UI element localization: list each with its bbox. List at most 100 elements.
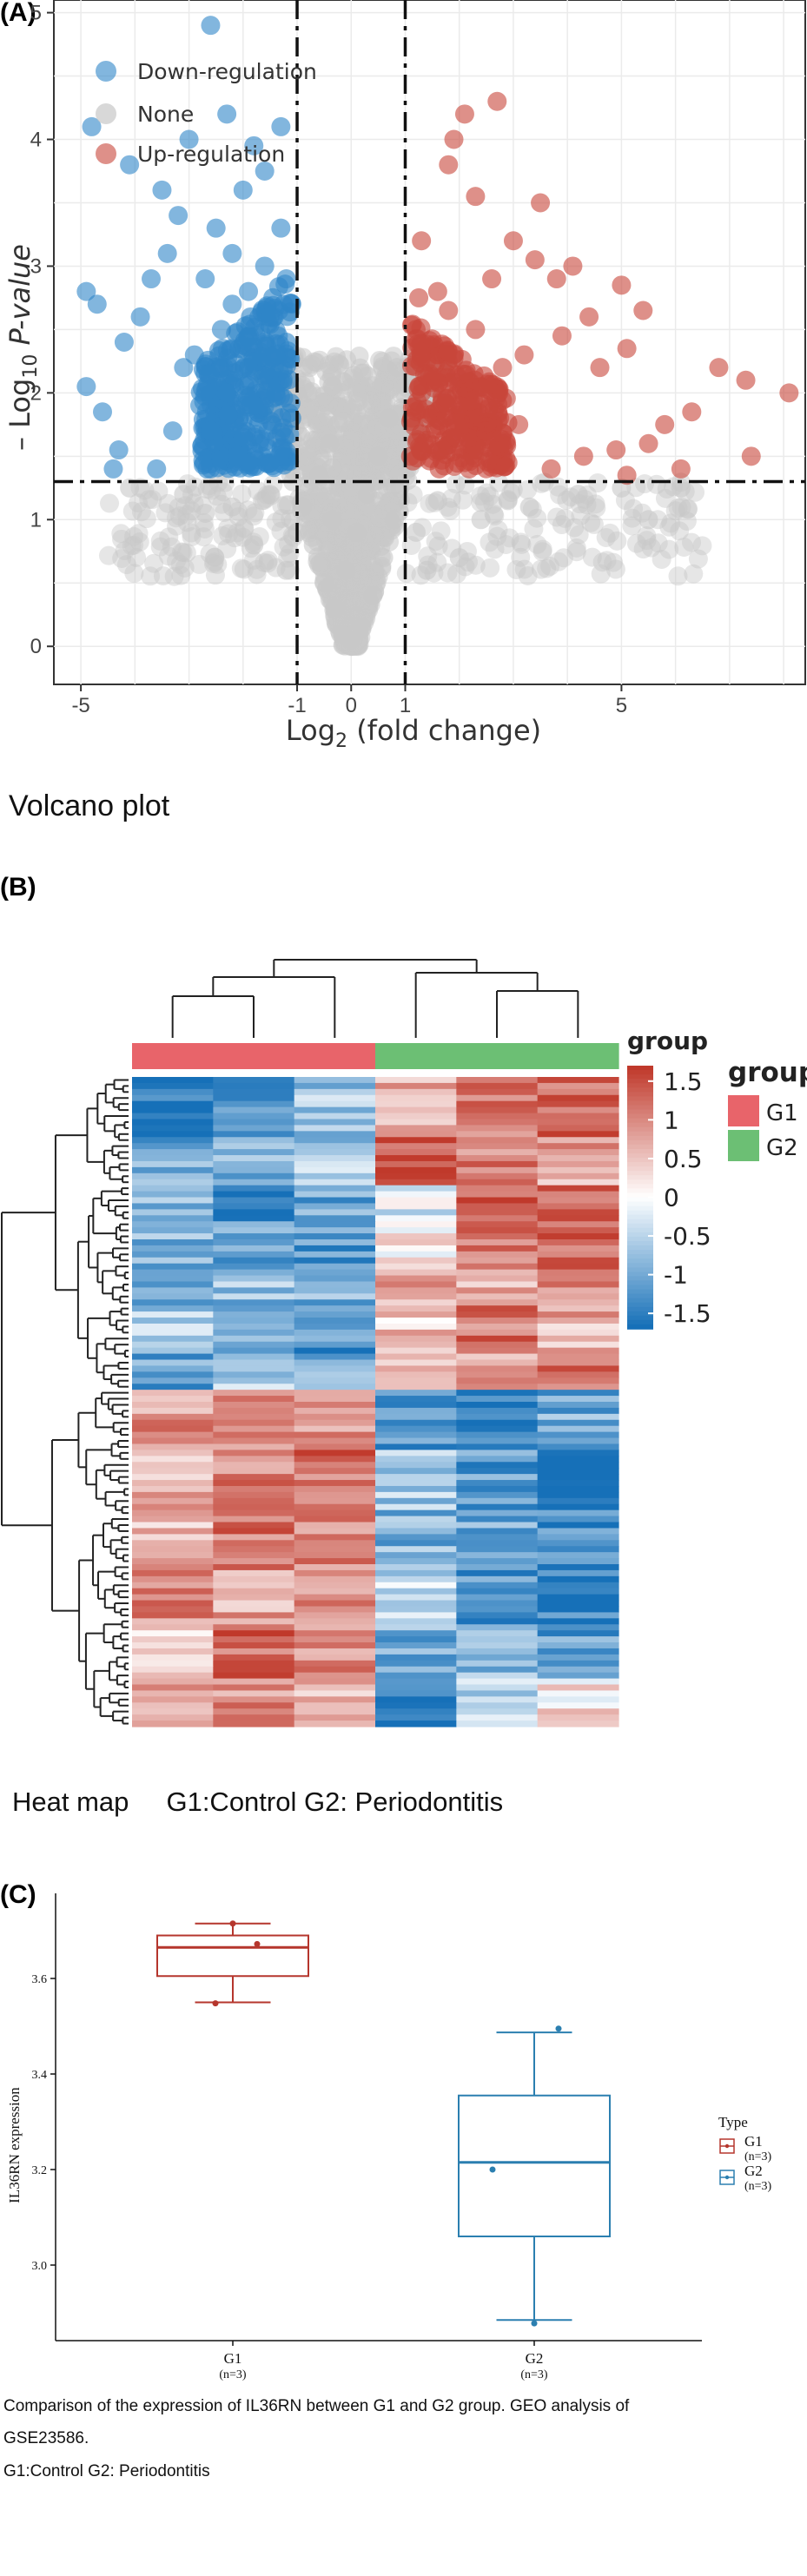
none-point: [303, 535, 323, 555]
scale-gradient-step: [627, 1162, 653, 1167]
heatmap-cell: [213, 1413, 295, 1421]
down-point: [162, 421, 182, 441]
heatmap-cell: [213, 1160, 295, 1168]
none-point: [159, 527, 179, 547]
down-point: [281, 393, 301, 413]
heatmap-cell: [294, 1516, 376, 1523]
heatmap-cell: [213, 1106, 295, 1114]
heatmap-cell: [537, 1318, 619, 1324]
heatmap-cell: [213, 1227, 295, 1234]
heatmap-cell: [456, 1528, 539, 1535]
heatmap-cell: [456, 1365, 539, 1372]
scale-tick-label: 1: [664, 1106, 679, 1134]
scale-gradient-step: [627, 1197, 653, 1203]
scale-tick-label: -0.5: [664, 1222, 711, 1251]
y-tick-label: 2: [30, 381, 42, 405]
heatmap-cell: [456, 1106, 539, 1114]
heatmap-cell: [132, 1287, 214, 1294]
heatmap-cell: [456, 1431, 539, 1439]
panel-label-b: (B): [0, 873, 36, 902]
up-point: [412, 383, 432, 403]
heatmap-cell: [375, 1390, 457, 1397]
heatmap-cell: [132, 1384, 214, 1390]
heatmap-cell: [132, 1648, 214, 1655]
heatmap-cell: [456, 1612, 539, 1619]
none-point: [334, 413, 354, 433]
heatmap-cell: [213, 1582, 295, 1589]
heatmap-cell: [456, 1468, 539, 1475]
heatmap-cell: [132, 1203, 214, 1210]
heatmap-cell: [375, 1353, 457, 1361]
heatmap-cell: [132, 1082, 214, 1090]
heatmap-cell: [132, 1113, 214, 1120]
heatmap-cell: [375, 1239, 457, 1246]
heatmap-cell: [375, 1100, 457, 1108]
heatmap-cell: [213, 1245, 295, 1252]
heatmap-cell: [213, 1257, 295, 1265]
heatmap-cell: [375, 1402, 457, 1409]
none-point: [471, 492, 491, 512]
scale-gradient-step: [627, 1201, 653, 1207]
heatmap-cell: [132, 1431, 214, 1439]
scale-gradient-step: [627, 1285, 653, 1291]
heatmap-cell: [294, 1540, 376, 1547]
up-point: [411, 342, 431, 362]
heatmap-cell: [537, 1624, 619, 1631]
heatmap-cell: [294, 1431, 376, 1439]
heatmap-cell: [456, 1269, 539, 1277]
down-point: [233, 180, 253, 200]
heatmap-cell: [456, 1390, 539, 1397]
up-point: [503, 231, 523, 251]
none-point: [438, 563, 458, 583]
none-point: [449, 548, 469, 568]
heatmap-cell: [213, 1575, 295, 1583]
none-point: [207, 486, 227, 506]
up-point: [444, 345, 464, 365]
heatmap-cell: [537, 1552, 619, 1559]
heatmap-cell: [213, 1329, 295, 1337]
down-point: [195, 269, 215, 289]
down-point: [239, 358, 259, 378]
heatmap-cell: [294, 1143, 376, 1150]
heatmap-cell: [294, 1582, 376, 1589]
heatmap-cell: [375, 1569, 457, 1577]
heatmap-cell: [537, 1082, 619, 1090]
none-point: [164, 566, 184, 586]
up-point: [471, 377, 491, 397]
heatmap-cell: [537, 1365, 619, 1372]
heatmap-cell: [294, 1197, 376, 1205]
heatmap-cell: [213, 1209, 295, 1216]
none-point: [374, 393, 394, 413]
up-point: [546, 269, 566, 289]
heatmap-cell: [456, 1425, 539, 1433]
none-point: [100, 493, 120, 513]
scale-gradient-step: [627, 1205, 653, 1212]
heatmap-cell: [456, 1166, 539, 1174]
none-point: [665, 501, 685, 521]
none-point: [129, 493, 149, 513]
heatmap-cell: [375, 1509, 457, 1517]
heatmap-cell: [213, 1485, 295, 1493]
volcano-plot: -5 -1 0 1 5 0 1 2 3 4 5 Down-regulation None Up-re…: [3, 0, 806, 752]
heatmap-cell: [537, 1191, 619, 1199]
heatmap-cell: [294, 1335, 376, 1343]
heatmap-cell: [456, 1721, 539, 1727]
none-point: [552, 515, 572, 535]
none-point: [671, 478, 691, 498]
heatmap-cell: [213, 1149, 295, 1156]
down-point: [222, 294, 242, 314]
scale-gradient-step: [627, 1126, 653, 1133]
none-point: [336, 560, 356, 580]
heatmap-cell: [213, 1251, 295, 1258]
heatmap-cell: [375, 1552, 457, 1559]
heatmap-cell: [132, 1569, 214, 1577]
heatmap-cell: [456, 1318, 539, 1324]
heatmap-cell: [537, 1516, 619, 1523]
heatmap-cell: [132, 1497, 214, 1505]
heatmap-cell: [294, 1311, 376, 1318]
heatmap-cell: [213, 1721, 295, 1727]
heatmap-cell: [294, 1503, 376, 1511]
heatmap-cell: [213, 1221, 295, 1228]
none-point: [652, 549, 671, 569]
down-point: [218, 405, 238, 425]
